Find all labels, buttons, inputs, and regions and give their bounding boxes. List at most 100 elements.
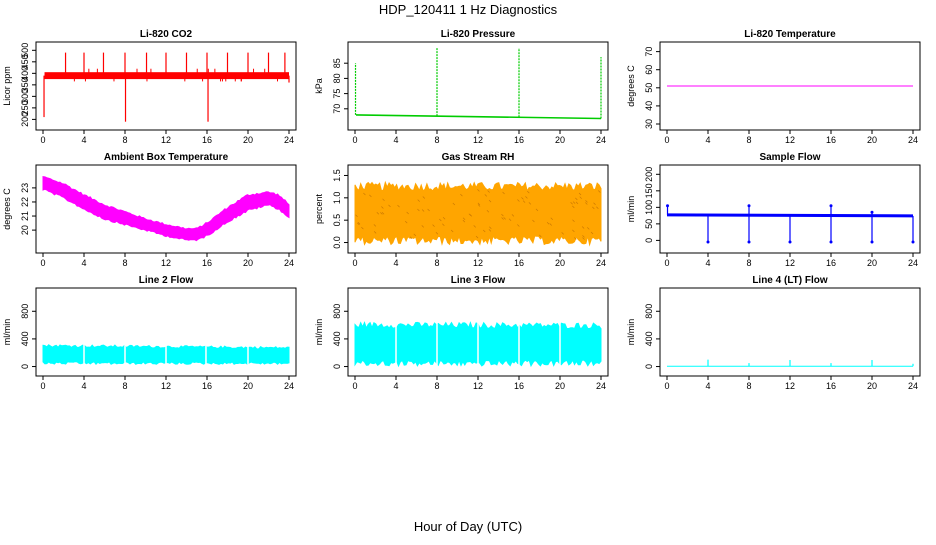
x-tick-label: 24 [284,135,294,145]
data-texture [486,210,490,213]
x-tick-label: 8 [122,258,127,268]
x-tick-label: 0 [40,135,45,145]
plot-frame [347,164,609,254]
data-texture [421,209,425,212]
x-tick-label: 4 [393,381,398,391]
y-tick-label: 40 [644,101,654,111]
data-spike-point [788,240,792,244]
data-line [355,114,602,120]
data-texture [357,222,360,226]
data-texture [406,211,409,215]
x-tick-label: 12 [473,381,483,391]
data-texture [546,222,550,225]
data-texture [484,194,488,197]
data-spike-point [666,204,670,208]
y-tick-label: 0 [20,364,30,369]
data-texture [462,217,466,221]
data-texture [442,223,445,226]
y-tick-label: 350 [20,77,30,92]
plot-panel: Gas Stream RH percent 0 4 8 12 16 20 24 0.0 0.5 1.0… [314,152,609,268]
x-tick-label: 24 [596,135,606,145]
data-texture [508,218,512,221]
data-texture [413,233,417,237]
x-tick-label: 0 [664,381,669,391]
plot-title: Ambient Box Temperature [104,152,229,163]
data-texture [376,211,380,215]
data-texture [357,222,361,225]
data-texture [482,229,486,233]
y-tick-label: 50 [644,219,654,229]
x-tick-label: 8 [122,135,127,145]
plot-frame [659,287,921,377]
data-texture [361,226,364,230]
y-tick-label: 0 [644,238,654,243]
data-texture [442,216,446,220]
x-tick-label: 24 [908,258,918,268]
y-tick-label: 200 [20,112,30,127]
x-tick-label: 20 [555,381,565,391]
plot-panel: Ambient Box Temperature degrees C 0 4 8 12 16 2… [2,152,297,268]
x-tick-label: 16 [202,381,212,391]
x-tick-label: 24 [908,135,918,145]
x-tick-label: 0 [40,381,45,391]
figure-xlabel: Hour of Day (UTC) [414,519,522,534]
data-texture [572,229,575,233]
data-texture [369,194,372,198]
y-tick-label: 20 [20,225,30,235]
y-tick-label: 85 [332,58,342,68]
data-texture [462,219,466,223]
plot-panel: Line 2 Flow ml/min 0 4 8 12 16 20 24 0 400 800 [2,275,297,391]
y-tick-label: 400 [644,331,654,346]
x-tick-label: 16 [202,258,212,268]
x-tick-label: 24 [908,381,918,391]
data-texture [575,201,579,205]
x-tick-label: 0 [352,258,357,268]
data-texture [585,202,588,205]
data-texture [439,218,442,222]
data-texture [488,229,492,232]
plot-title: Sample Flow [759,152,820,163]
data-spike-point [706,240,710,244]
x-tick-label: 12 [161,381,171,391]
x-tick-label: 20 [243,135,253,145]
data-texture [517,199,520,202]
y-tick-label: 800 [644,304,654,319]
x-tick-label: 0 [352,135,357,145]
plot-title: Li-820 Temperature [744,29,836,40]
data-texture [468,213,472,216]
data-texture [598,190,601,193]
data-texture [475,235,479,239]
plot-data [42,176,290,242]
plot-frame [659,164,921,254]
data-texture [593,202,596,206]
data-texture [417,199,420,202]
x-tick-label: 8 [434,135,439,145]
data-texture [503,217,506,220]
data-texture [380,212,383,215]
plot-panel: Line 3 Flow ml/min 0 4 8 12 16 20 24 0 400 800 [314,275,609,391]
x-tick-label: 0 [664,258,669,268]
data-spike-point [829,204,833,208]
x-tick-label: 20 [555,135,565,145]
y-tick-label: 70 [332,104,342,114]
y-tick-label: 30 [644,119,654,129]
data-band [354,180,602,247]
x-tick-label: 4 [81,381,86,391]
data-texture [596,206,599,209]
x-tick-label: 0 [664,135,669,145]
data-texture [579,196,582,199]
y-tick-label: 400 [332,331,342,346]
y-axis-label: kPa [314,78,324,94]
data-texture [575,197,578,201]
plot-title: Li-820 CO2 [140,29,193,40]
data-texture [582,235,585,238]
data-spike-point [747,240,751,244]
data-texture [590,231,594,235]
y-tick-label: 0 [644,364,654,369]
data-texture [409,236,413,240]
x-tick-label: 4 [705,258,710,268]
plot-frame [347,41,609,131]
